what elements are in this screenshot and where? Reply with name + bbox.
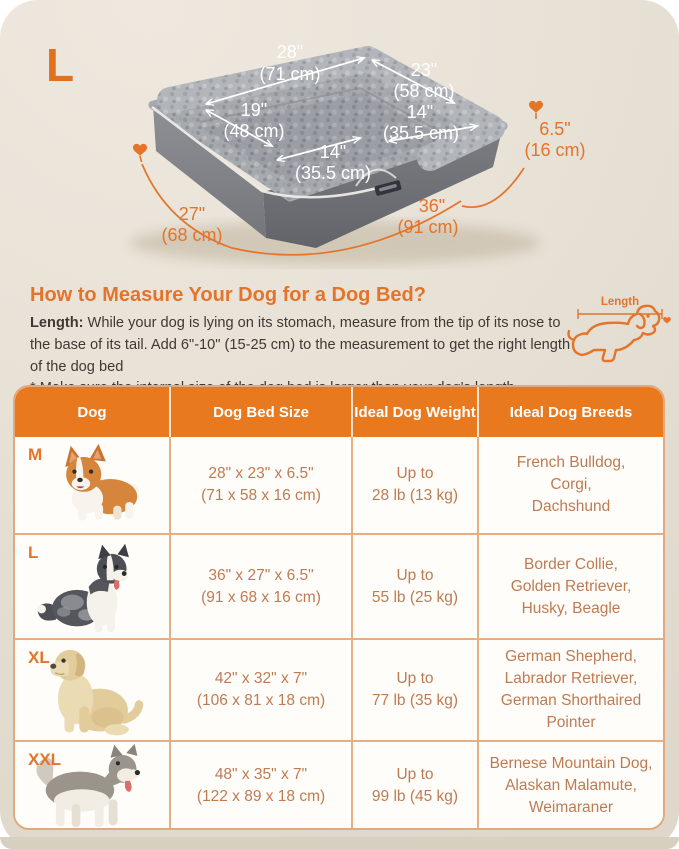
dim-inner-depth-cm: (48 cm)	[223, 121, 284, 141]
weight-cell-l: Up to 55 lb (25 kg)	[353, 533, 479, 638]
breeds-cell-l: Border Collie, Golden Retriever, Husky, …	[479, 533, 663, 638]
size-label-xxl: XXL	[28, 750, 62, 769]
dim-outer-depth-inch: 27"	[179, 204, 205, 224]
length-arrow-label: Length	[601, 296, 639, 308]
bed-size-cell-m: 28" x 23" x 6.5" (71 x 58 x 16 cm)	[171, 437, 353, 533]
guide-title: How to Measure Your Dog for a Dog Bed?	[30, 284, 426, 306]
size-label-m: M	[28, 445, 43, 464]
dim-outer-depth-cm: (68 cm)	[161, 225, 222, 245]
length-arrow	[577, 309, 663, 319]
dim-back-edge-inch: 28"	[277, 42, 303, 62]
guide-body: Length: While your dog is lying on its s…	[30, 313, 582, 378]
table-row-xxl-dog-cell: XXL	[15, 740, 171, 828]
heart-marker-icon	[529, 100, 543, 119]
dim-inner-depth-inch: 19"	[241, 100, 267, 120]
dim-inner-right-inch: 14"	[407, 102, 433, 122]
col-header-weight: Ideal Dog Weight	[353, 387, 479, 437]
dim-inner-front-cm: (35.5 cm)	[295, 163, 371, 183]
bed-size-cell-xl: 42" x 32" x 7" (106 x 81 x 18 cm)	[171, 638, 353, 740]
table-row-xl-dog-cell: XL	[15, 638, 171, 740]
breeds-cell-m: French Bulldog, Corgi, Dachshund	[479, 437, 663, 533]
col-header-breeds: Ideal Dog Breeds	[479, 387, 663, 437]
corgi-photo	[65, 443, 140, 521]
measure-guide-section: How to Measure Your Dog for a Dog Bed? L…	[30, 284, 679, 396]
heart-marker-icon	[663, 317, 671, 324]
table-row-l-dog-cell: L	[15, 533, 171, 638]
size-badge: L	[46, 39, 75, 91]
dog-outline	[567, 304, 661, 363]
size-label-l: L	[28, 543, 39, 562]
dim-height-inch: 6.5"	[539, 119, 570, 139]
bed-size-cell-l: 36" x 27" x 6.5" (91 x 68 x 16 cm)	[171, 533, 353, 638]
bed-illustration: 28" (71 cm) 23" (58 cm) 19" (48 cm) 14" …	[130, 42, 586, 265]
labrador-photo	[50, 649, 144, 736]
alaskan-malamute-photo	[36, 743, 140, 828]
bed-size-cell-xxl: 48" x 35" x 7" (122 x 89 x 18 cm)	[171, 740, 353, 828]
dog-eye	[646, 314, 650, 318]
col-header-bed-size: Dog Bed Size	[171, 387, 353, 437]
breeds-cell-xl: German Shepherd, Labrador Retriever, Ger…	[479, 638, 663, 740]
length-term: Length:	[30, 315, 84, 331]
weight-cell-xl: Up to 77 lb (35 kg)	[353, 638, 479, 740]
table-row-m-dog-cell: M	[15, 437, 171, 533]
col-header-dog: Dog	[15, 387, 171, 437]
brand-tag	[374, 180, 402, 196]
measuring-dog-icon: Length	[567, 296, 671, 363]
outer-dimension-callouts	[133, 100, 543, 256]
breeds-cell-xxl: Bernese Mountain Dog, Alaskan Malamute, …	[479, 740, 663, 828]
size-label-xl: XL	[28, 648, 50, 667]
dim-right-edge-cm: (58 cm)	[393, 81, 454, 101]
border-collie-photo	[37, 543, 129, 632]
bed-shadow	[130, 221, 540, 265]
dim-right-edge-inch: 23"	[411, 60, 437, 80]
weight-cell-xxl: Up to 99 lb (45 kg)	[353, 740, 479, 828]
dim-height-cm: (16 cm)	[524, 140, 585, 160]
size-chart-table: Dog Dog Bed Size Ideal Dog Weight Ideal …	[13, 385, 665, 830]
dim-outer-width-inch: 36"	[419, 196, 445, 216]
dim-inner-front-inch: 14"	[320, 142, 346, 162]
dim-back-edge-cm: (71 cm)	[259, 64, 320, 84]
weight-cell-m: Up to 28 lb (13 kg)	[353, 437, 479, 533]
heart-marker-icon	[133, 143, 147, 163]
dim-outer-width-cm: (91 cm)	[397, 217, 458, 237]
dim-inner-right-cm: (35.5 cm)	[383, 123, 459, 143]
guide-body-text: While your dog is lying on its stomach, …	[30, 315, 571, 375]
dimension-lines	[206, 58, 477, 160]
